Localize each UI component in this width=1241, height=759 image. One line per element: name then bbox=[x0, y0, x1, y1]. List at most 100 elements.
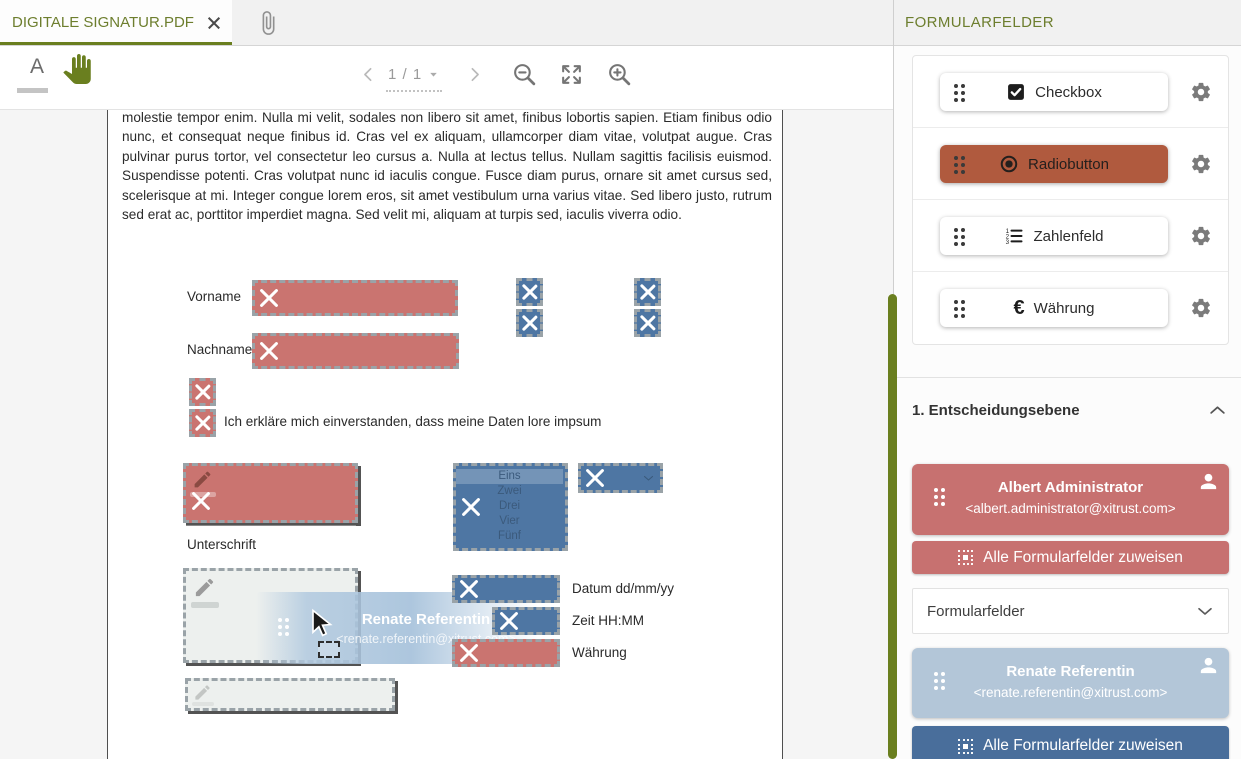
drop-target-rect bbox=[318, 641, 340, 658]
tab-close-icon[interactable] bbox=[208, 16, 221, 29]
remove-field-icon[interactable] bbox=[259, 341, 279, 361]
chevron-right-icon bbox=[471, 67, 479, 82]
field-type-list: Checkbox Radiobutton Zahlenfeld bbox=[912, 55, 1229, 345]
drag-handle-icon bbox=[934, 488, 938, 492]
field-type-row: Radiobutton bbox=[913, 128, 1228, 200]
remove-field-icon[interactable] bbox=[191, 491, 211, 511]
checkbox-field-red[interactable] bbox=[189, 409, 216, 437]
viewer-toolbar: A 1 / 1 bbox=[0, 46, 893, 110]
remove-field-icon[interactable] bbox=[459, 643, 479, 663]
nachname-field-red[interactable] bbox=[252, 333, 459, 369]
consent-text: Ich erkläre mich einverstanden, dass mei… bbox=[224, 414, 602, 429]
remove-field-icon[interactable] bbox=[521, 314, 538, 331]
assign-all-button-blue[interactable]: Alle Formularfelder zuweisen bbox=[912, 726, 1229, 759]
assign-all-label: Alle Formularfelder zuweisen bbox=[983, 737, 1183, 754]
gear-icon[interactable] bbox=[1190, 153, 1212, 175]
tab-attachments[interactable] bbox=[240, 0, 296, 45]
drag-handle-icon bbox=[954, 300, 958, 304]
remove-field-icon[interactable] bbox=[259, 288, 279, 308]
recipient-email: <albert.administrator@xitrust.com> bbox=[965, 501, 1176, 516]
previous-page-button[interactable] bbox=[360, 65, 377, 84]
fit-to-screen-button[interactable] bbox=[559, 62, 584, 87]
dropdown-field-blue[interactable] bbox=[578, 463, 663, 493]
text-tool-button[interactable]: A bbox=[29, 55, 44, 78]
field-type-row: € Währung bbox=[913, 272, 1228, 344]
text-tool-underline bbox=[17, 88, 48, 93]
field-type-label: Radiobutton bbox=[1028, 155, 1109, 173]
radio-field-blue[interactable] bbox=[634, 278, 661, 306]
gear-icon[interactable] bbox=[1190, 297, 1212, 319]
field-type-label: Checkbox bbox=[1035, 83, 1102, 101]
remove-field-icon[interactable] bbox=[194, 383, 211, 400]
recipient-card-renate[interactable]: Renate Referentin <renate.referentin@xit… bbox=[912, 648, 1229, 718]
remove-field-icon[interactable] bbox=[461, 497, 481, 517]
datum-label: Datum dd/mm/yy bbox=[572, 581, 675, 596]
remove-field-icon[interactable] bbox=[499, 611, 519, 631]
remove-field-icon[interactable] bbox=[585, 468, 605, 488]
caret-down-icon bbox=[430, 72, 437, 77]
euro-icon: € bbox=[1013, 297, 1025, 319]
drag-handle-icon bbox=[954, 228, 958, 232]
field-type-label: Währung bbox=[1033, 299, 1095, 317]
listbox-option: Drei bbox=[498, 500, 521, 512]
checkbox-field-red[interactable] bbox=[189, 378, 216, 406]
drag-ghost-name: Renate Referentin bbox=[361, 610, 491, 628]
remove-field-icon[interactable] bbox=[459, 579, 479, 599]
datum-field-blue[interactable] bbox=[452, 575, 560, 603]
field-type-radiobutton[interactable]: Radiobutton bbox=[940, 145, 1168, 183]
listbox-field-blue[interactable]: Eins Zwei Drei Vier Fünf bbox=[453, 463, 568, 551]
formularfelder-panel: Checkbox Radiobutton Zahlenfeld bbox=[893, 46, 1241, 759]
chevron-down-icon bbox=[643, 475, 654, 481]
page-indicator-dropdown[interactable]: 1 / 1 bbox=[386, 66, 443, 92]
waehrung-label: Währung bbox=[572, 645, 627, 660]
person-icon bbox=[1200, 473, 1217, 490]
chevron-up-icon[interactable] bbox=[1208, 401, 1227, 420]
zoom-out-button[interactable] bbox=[512, 62, 537, 87]
radio-field-blue[interactable] bbox=[516, 309, 543, 337]
gear-icon[interactable] bbox=[1190, 225, 1212, 247]
fullscreen-icon bbox=[562, 65, 581, 84]
recipient-card-albert[interactable]: Albert Administrator <albert.administrat… bbox=[912, 464, 1229, 535]
recipient-name: Albert Administrator bbox=[997, 479, 1144, 496]
radio-field-blue[interactable] bbox=[516, 278, 543, 306]
waehrung-field-red[interactable] bbox=[452, 639, 560, 667]
tab-digitale-signatur-pdf[interactable]: DIGITALE SIGNATUR.PDF bbox=[0, 0, 232, 45]
signature-field-red[interactable] bbox=[183, 463, 358, 523]
radio-field-blue[interactable] bbox=[634, 309, 661, 337]
remove-field-icon[interactable] bbox=[194, 414, 211, 431]
assign-all-button-red[interactable]: Alle Formularfelder zuweisen bbox=[912, 541, 1229, 574]
zeit-field-blue[interactable] bbox=[492, 607, 560, 635]
next-page-button[interactable] bbox=[466, 65, 483, 84]
formularfelder-dropdown[interactable]: Formularfelder bbox=[912, 588, 1229, 634]
listbox-option: Fünf bbox=[497, 530, 521, 542]
field-type-waehrung[interactable]: € Währung bbox=[940, 289, 1168, 327]
vorname-label: Vorname bbox=[187, 289, 242, 304]
field-type-zahlenfeld[interactable]: Zahlenfeld bbox=[940, 217, 1168, 255]
remove-field-icon[interactable] bbox=[639, 314, 656, 331]
gear-icon[interactable] bbox=[1190, 81, 1212, 103]
decision-level-heading: 1. Entscheidungsebene bbox=[912, 402, 1080, 419]
drag-handle-icon bbox=[934, 672, 938, 676]
chevron-down-icon bbox=[1198, 607, 1212, 615]
field-type-row: Zahlenfeld bbox=[913, 200, 1228, 272]
document-paragraph: molestie tempor enim. Nulla mi velit, so… bbox=[122, 110, 772, 223]
radio-icon bbox=[1000, 155, 1018, 173]
field-type-checkbox[interactable]: Checkbox bbox=[940, 73, 1168, 111]
panel-scrollbar-thumb[interactable] bbox=[888, 294, 897, 759]
page-indicator: 1 / 1 bbox=[388, 66, 423, 83]
chevron-left-icon bbox=[364, 67, 372, 82]
pencil-icon bbox=[195, 578, 214, 597]
pencil-icon bbox=[194, 471, 211, 488]
select-all-icon bbox=[958, 738, 974, 754]
remove-field-icon[interactable] bbox=[521, 283, 538, 300]
pencil-underline bbox=[192, 702, 214, 706]
numbered-list-icon bbox=[1005, 226, 1023, 246]
text-field-unassigned[interactable] bbox=[185, 678, 395, 711]
hand-tool-button[interactable] bbox=[62, 53, 92, 85]
vorname-field-red[interactable] bbox=[252, 280, 458, 316]
remove-field-icon[interactable] bbox=[639, 283, 656, 300]
active-tab-indicator bbox=[0, 42, 232, 45]
zoom-in-button[interactable] bbox=[607, 62, 632, 87]
zoom-out-icon bbox=[513, 63, 536, 86]
